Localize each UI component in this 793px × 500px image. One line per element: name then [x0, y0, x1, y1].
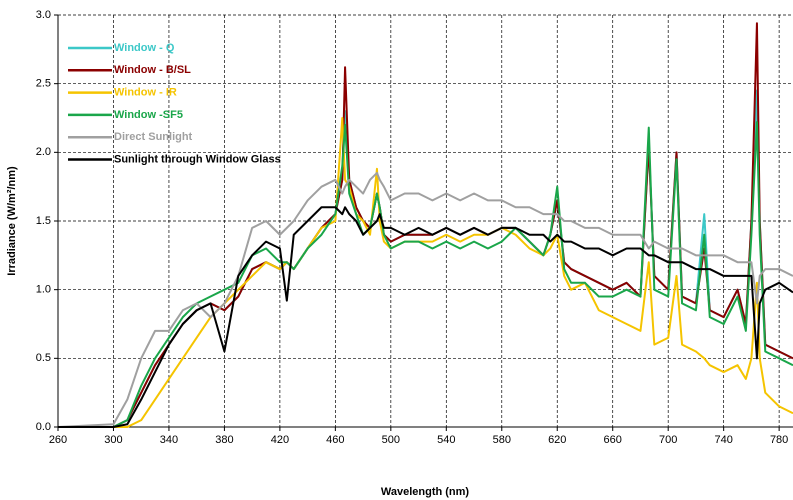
y-tick-label: 1.5 [36, 215, 51, 227]
x-tick-label: 660 [604, 434, 622, 446]
series-line [58, 117, 793, 428]
x-tick-label: 380 [215, 434, 233, 446]
x-tick-label: 420 [271, 434, 289, 446]
y-tick-label: 0.0 [36, 421, 51, 433]
legend-label: Direct Sunlight [114, 131, 193, 143]
series-line [58, 206, 793, 428]
x-tick-label: 620 [548, 434, 566, 446]
y-tick-label: 1.0 [36, 284, 51, 296]
x-tick-label: 700 [659, 434, 677, 446]
y-tick-label: 0.5 [36, 352, 51, 364]
x-axis-title: Wavelength (nm) [381, 486, 470, 498]
y-tick-label: 2.5 [36, 78, 51, 90]
x-tick-label: 340 [160, 434, 178, 446]
legend-label: Window -SF5 [114, 109, 183, 121]
y-tick-label: 2.0 [36, 146, 51, 158]
y-tick-label: 3.0 [36, 9, 51, 21]
x-tick-label: 740 [714, 434, 732, 446]
x-tick-label: 500 [382, 434, 400, 446]
y-axis-title: Irradiance (W/m²/nm) [6, 166, 18, 276]
legend-label: Window - IR [114, 87, 177, 99]
series-line [58, 171, 793, 428]
x-tick-label: 460 [326, 434, 344, 446]
legend-label: Window - B/SL [114, 64, 191, 76]
x-tick-label: 780 [770, 434, 788, 446]
plot-area [58, 22, 793, 428]
legend-label: Sunlight through Window Glass [114, 153, 281, 165]
x-tick-label: 540 [437, 434, 455, 446]
x-tick-label: 580 [493, 434, 511, 446]
x-tick-label: 300 [104, 434, 122, 446]
x-tick-label: 260 [49, 434, 67, 446]
legend-label: Window - Q [114, 42, 175, 54]
